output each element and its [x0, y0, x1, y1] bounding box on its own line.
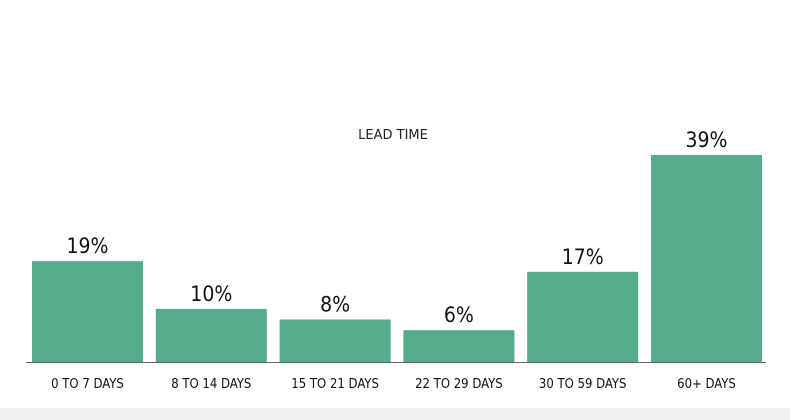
value-label: 8%: [320, 293, 350, 317]
value-labels-group: 19% 10% 8% 6% 17% 39%: [67, 128, 728, 327]
category-label: 60+ DAYS: [677, 377, 736, 392]
category-label: 30 TO 59 DAYS: [539, 377, 627, 392]
bar: [155, 308, 267, 362]
category-labels-group: 0 TO 7 DAYS 8 TO 14 DAYS 15 TO 21 DAYS 22 T…: [51, 377, 736, 392]
category-label: 8 TO 14 DAYS: [171, 377, 251, 392]
bar: [527, 271, 639, 362]
category-label: 0 TO 7 DAYS: [51, 377, 124, 392]
bar: [403, 330, 515, 362]
value-label: 10%: [190, 282, 232, 306]
category-label: 22 TO 29 DAYS: [415, 377, 503, 392]
value-label: 19%: [67, 234, 109, 258]
chart-title: LEAD TIME: [358, 128, 428, 143]
footer-strip: [0, 408, 790, 420]
bars-group: [32, 155, 762, 362]
value-label: 39%: [686, 128, 728, 152]
category-label: 15 TO 21 DAYS: [291, 377, 379, 392]
value-label: 6%: [444, 303, 474, 327]
bar: [651, 155, 762, 362]
bar: [32, 261, 143, 362]
bar: [279, 319, 391, 362]
value-label: 17%: [562, 245, 604, 269]
